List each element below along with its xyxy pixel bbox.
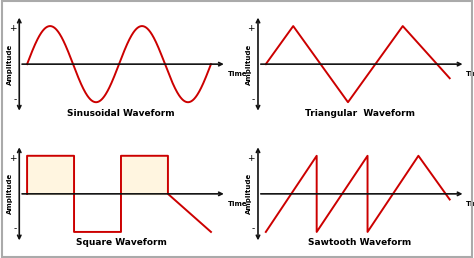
Text: +: + (247, 25, 255, 33)
Text: Amplitude: Amplitude (8, 173, 13, 214)
Text: Time: Time (466, 201, 474, 207)
Text: Time: Time (228, 71, 247, 77)
Text: +: + (9, 25, 16, 33)
Text: Amplitude: Amplitude (246, 44, 252, 85)
Text: +: + (9, 154, 16, 163)
Text: +: + (247, 154, 255, 163)
Text: Time: Time (466, 71, 474, 77)
Text: Amplitude: Amplitude (8, 44, 13, 85)
Text: Square Waveform: Square Waveform (75, 238, 166, 247)
Text: Amplitude: Amplitude (246, 173, 252, 214)
Text: -: - (13, 95, 16, 104)
Text: Triangular  Waveform: Triangular Waveform (305, 109, 415, 118)
Text: -: - (13, 225, 16, 233)
Text: Time: Time (228, 201, 247, 207)
Text: Sawtooth Waveform: Sawtooth Waveform (308, 238, 411, 247)
Text: -: - (252, 95, 255, 104)
Text: Sinusoidal Waveform: Sinusoidal Waveform (67, 109, 175, 118)
Text: -: - (252, 225, 255, 233)
